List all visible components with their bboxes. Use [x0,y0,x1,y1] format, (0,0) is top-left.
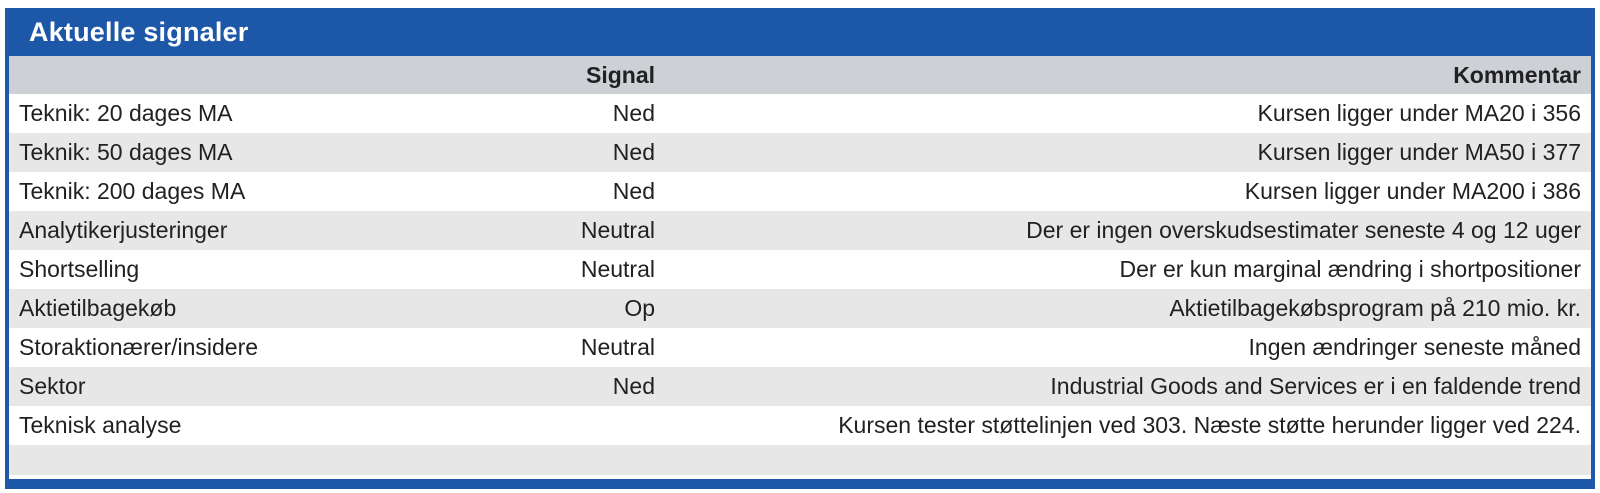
signal-value-cell: Ned [612,100,655,126]
table-row: Teknisk analyse Kursen tester støttelinj… [9,406,1591,445]
panel-title: Aktuelle signaler [9,8,1591,56]
comment-cell: Kursen ligger under MA20 i 356 [1257,100,1581,126]
signal-value-cell: Ned [612,373,655,399]
empty-footer-row [9,445,1591,475]
comment-cell: Kursen ligger under MA50 i 377 [1257,139,1581,165]
signal-value-cell: Neutral [580,217,655,243]
signal-name-cell: Storaktionærer/insidere [19,334,259,360]
table-row: Storaktionærer/insidere Neutral Ingen æn… [9,328,1591,367]
signal-name-cell: Teknisk analyse [19,412,182,438]
signal-value-cell: Ned [612,178,655,204]
table-row: Shortselling Neutral Der er kun marginal… [9,250,1591,289]
header-row: Signal Kommentar [9,56,1591,94]
signal-name-cell: Sektor [19,373,86,399]
comment-cell: Der er ingen overskudsestimater seneste … [1026,217,1581,243]
table-row: Teknik: 50 dages MA Ned Kursen ligger un… [9,133,1591,172]
header-empty-cell [9,56,369,94]
comment-cell: Kursen ligger under MA200 i 386 [1244,178,1581,204]
signal-name-cell: Analytikerjusteringer [19,217,228,243]
signal-name-cell: Teknik: 50 dages MA [19,139,233,165]
signal-value-cell: Neutral [580,334,655,360]
comment-cell: Industrial Goods and Services er i en fa… [1050,373,1581,399]
comment-cell: Ingen ændringer seneste måned [1248,334,1581,360]
header-kommentar-cell: Kommentar [1453,61,1581,88]
signal-value-cell: Op [624,295,655,321]
comment-cell: Der er kun marginal ændring i shortposit… [1119,256,1582,282]
comment-cell: Kursen tester støttelinjen ved 303. Næst… [838,412,1581,438]
signals-panel: Aktuelle signaler Signal Kommentar Tekni… [5,8,1595,489]
header-signal-cell: Signal [585,61,655,88]
signal-value-cell: Ned [612,139,655,165]
comment-cell: Aktietilbagekøbsprogram på 210 mio. kr. [1169,295,1581,321]
signals-table-body: Teknik: 20 dages MA Ned Kursen ligger un… [9,94,1591,445]
signal-name-cell: Aktietilbagekøb [19,295,177,321]
table-row: Teknik: 200 dages MA Ned Kursen ligger u… [9,172,1591,211]
signal-name-cell: Teknik: 20 dages MA [19,100,233,126]
table-row: Teknik: 20 dages MA Ned Kursen ligger un… [9,94,1591,133]
signal-name-cell: Shortselling [19,256,140,282]
signal-name-cell: Teknik: 200 dages MA [19,178,246,204]
signal-value-cell: Neutral [580,256,655,282]
table-row: Sektor Ned Industrial Goods and Services… [9,367,1591,406]
table-row: Aktietilbagekøb Op Aktietilbagekøbsprogr… [9,289,1591,328]
signals-table: Signal Kommentar Teknik: 20 dages MA Ned… [9,56,1591,445]
table-row: Analytikerjusteringer Neutral Der er ing… [9,211,1591,250]
